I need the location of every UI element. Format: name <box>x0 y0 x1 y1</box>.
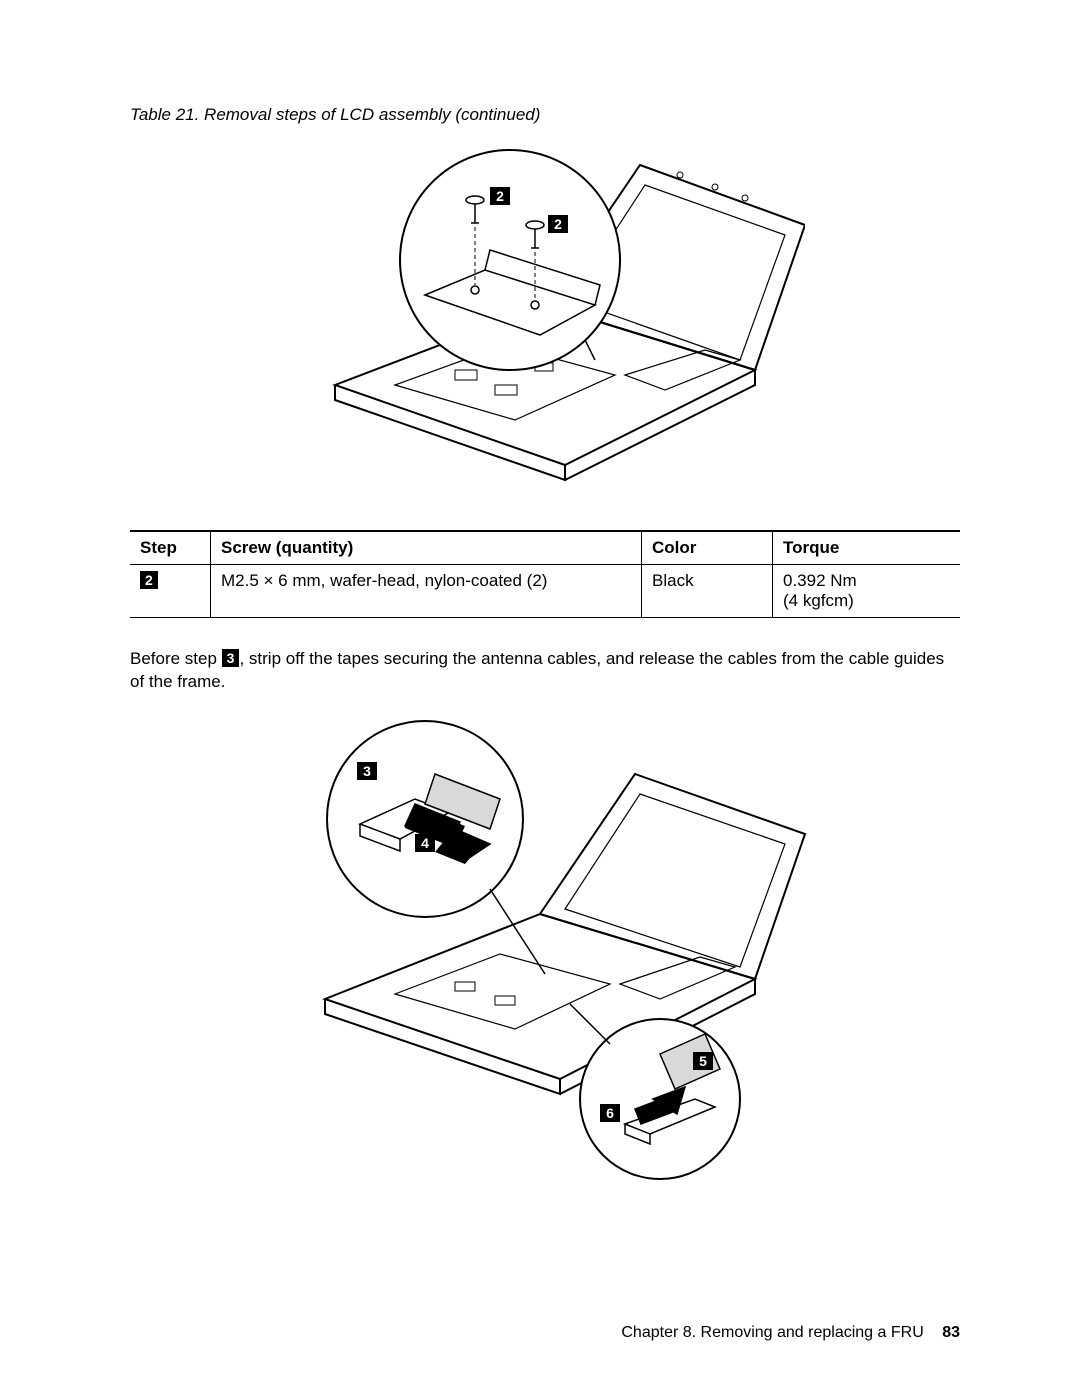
footer-chapter: Chapter 8. Removing and replacing a FRU <box>621 1324 923 1341</box>
figure-1: 2 2 <box>130 135 960 505</box>
th-screw: Screw (quantity) <box>211 531 642 565</box>
svg-text:4: 4 <box>421 835 429 851</box>
table-header-row: Step Screw (quantity) Color Torque <box>130 531 960 565</box>
svg-text:3: 3 <box>363 763 371 779</box>
para-after: , strip off the tapes securing the anten… <box>130 649 944 691</box>
page-footer: Chapter 8. Removing and replacing a FRU … <box>621 1324 960 1342</box>
para-before: Before step <box>130 649 222 668</box>
footer-page-number: 83 <box>942 1324 960 1341</box>
instruction-paragraph: Before step 3, strip off the tapes secur… <box>130 648 960 694</box>
td-torque: 0.392 Nm (4 kgfcm) <box>773 565 961 618</box>
document-page: Table 21. Removal steps of LCD assembly … <box>0 0 1080 1397</box>
figure-2: 3 4 5 6 <box>130 704 960 1184</box>
td-step: 2 <box>130 565 211 618</box>
table-caption: Table 21. Removal steps of LCD assembly … <box>130 105 960 125</box>
th-color: Color <box>642 531 773 565</box>
svg-text:2: 2 <box>496 188 504 204</box>
td-screw: M2.5 × 6 mm, wafer-head, nylon-coated (2… <box>211 565 642 618</box>
td-color: Black <box>642 565 773 618</box>
diagram-lcd-screws: 2 2 <box>285 135 805 505</box>
screw-table: Step Screw (quantity) Color Torque 2 M2.… <box>130 530 960 618</box>
diagram-cable-release: 3 4 5 6 <box>265 704 825 1184</box>
torque-line1: 0.392 Nm <box>783 571 857 590</box>
torque-line2: (4 kgfcm) <box>783 591 854 610</box>
th-torque: Torque <box>773 531 961 565</box>
step-badge-icon: 2 <box>140 571 158 589</box>
svg-text:5: 5 <box>699 1053 707 1069</box>
th-step: Step <box>130 531 211 565</box>
table-row: 2 M2.5 × 6 mm, wafer-head, nylon-coated … <box>130 565 960 618</box>
inline-step-badge: 3 <box>222 649 240 667</box>
svg-text:2: 2 <box>554 216 562 232</box>
svg-text:6: 6 <box>606 1105 614 1121</box>
